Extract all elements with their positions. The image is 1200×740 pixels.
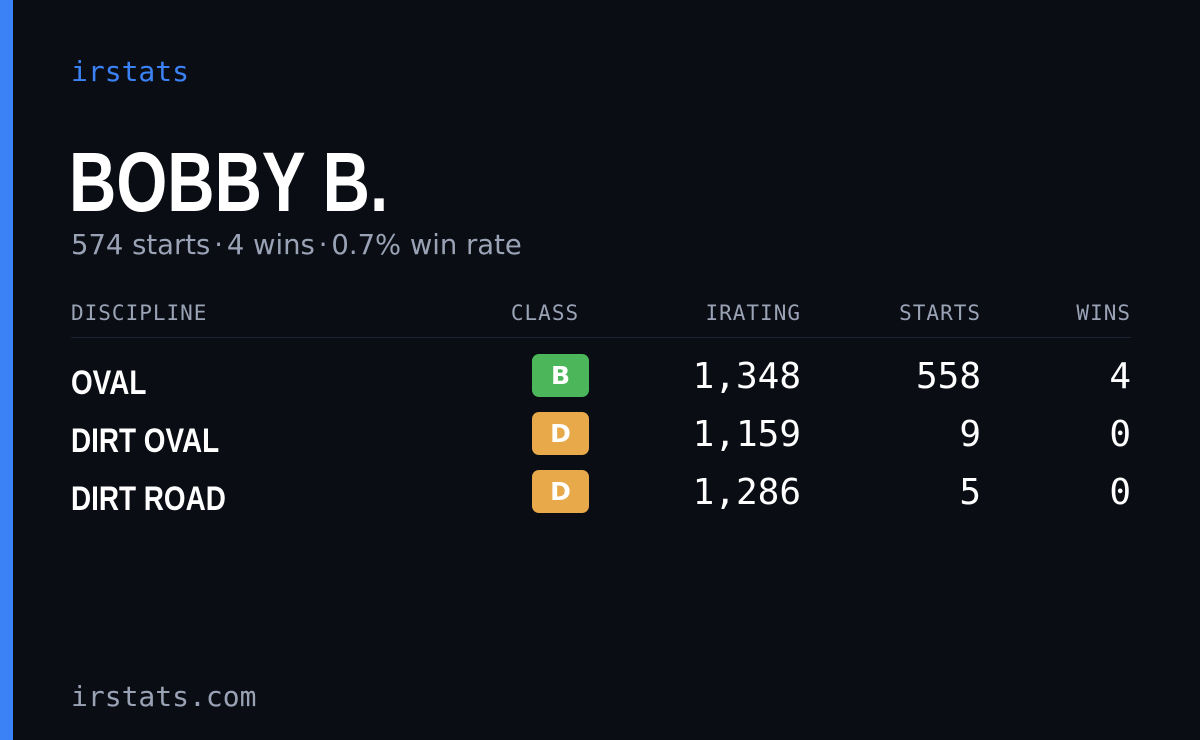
table-row: OVAL B 1,348 558 4 [71,354,1131,412]
class-badge: B [532,354,589,397]
column-header-irating: IRATING [705,301,801,325]
starts-value: 5 [959,472,981,513]
discipline-name: DIRT ROAD [71,480,226,518]
driver-name: BOBBY B. [69,135,389,229]
wins-value: 0 [1109,414,1131,455]
wins-value: 4 [1109,356,1131,397]
brand-logo: irstats [71,55,190,88]
win-rate-summary: 0.7% win rate [331,228,522,261]
column-header-class: CLASS [510,301,580,325]
starts-summary: 574 starts [71,228,211,261]
starts-value: 9 [959,414,981,455]
column-header-wins: WINS [1076,301,1131,325]
irating-value: 1,348 [692,356,801,397]
irating-value: 1,286 [692,472,801,513]
class-badge: D [532,470,589,513]
class-badge: D [532,412,589,455]
table-body: OVAL B 1,348 558 4 DIRT OVAL D 1,159 9 0… [71,338,1131,528]
summary-separator: · [214,228,223,261]
discipline-name: OVAL [71,364,147,402]
starts-value: 558 [915,356,981,397]
table-row: DIRT OVAL D 1,159 9 0 [71,412,1131,470]
discipline-table: DISCIPLINE CLASS IRATING STARTS WINS OVA… [71,296,1131,528]
irating-value: 1,159 [692,414,801,455]
footer-url: irstats.com [71,680,257,713]
discipline-name: DIRT OVAL [71,422,220,460]
column-header-discipline: DISCIPLINE [71,301,208,325]
wins-summary: 4 wins [226,228,315,261]
table-row: DIRT ROAD D 1,286 5 0 [71,470,1131,528]
summary-separator: · [318,228,328,261]
wins-value: 0 [1109,472,1131,513]
table-header: DISCIPLINE CLASS IRATING STARTS WINS [71,296,1131,338]
accent-bar [0,0,13,740]
driver-summary: 574 starts · 4 wins · 0.7% win rate [71,226,522,264]
column-header-starts: STARTS [899,301,981,325]
